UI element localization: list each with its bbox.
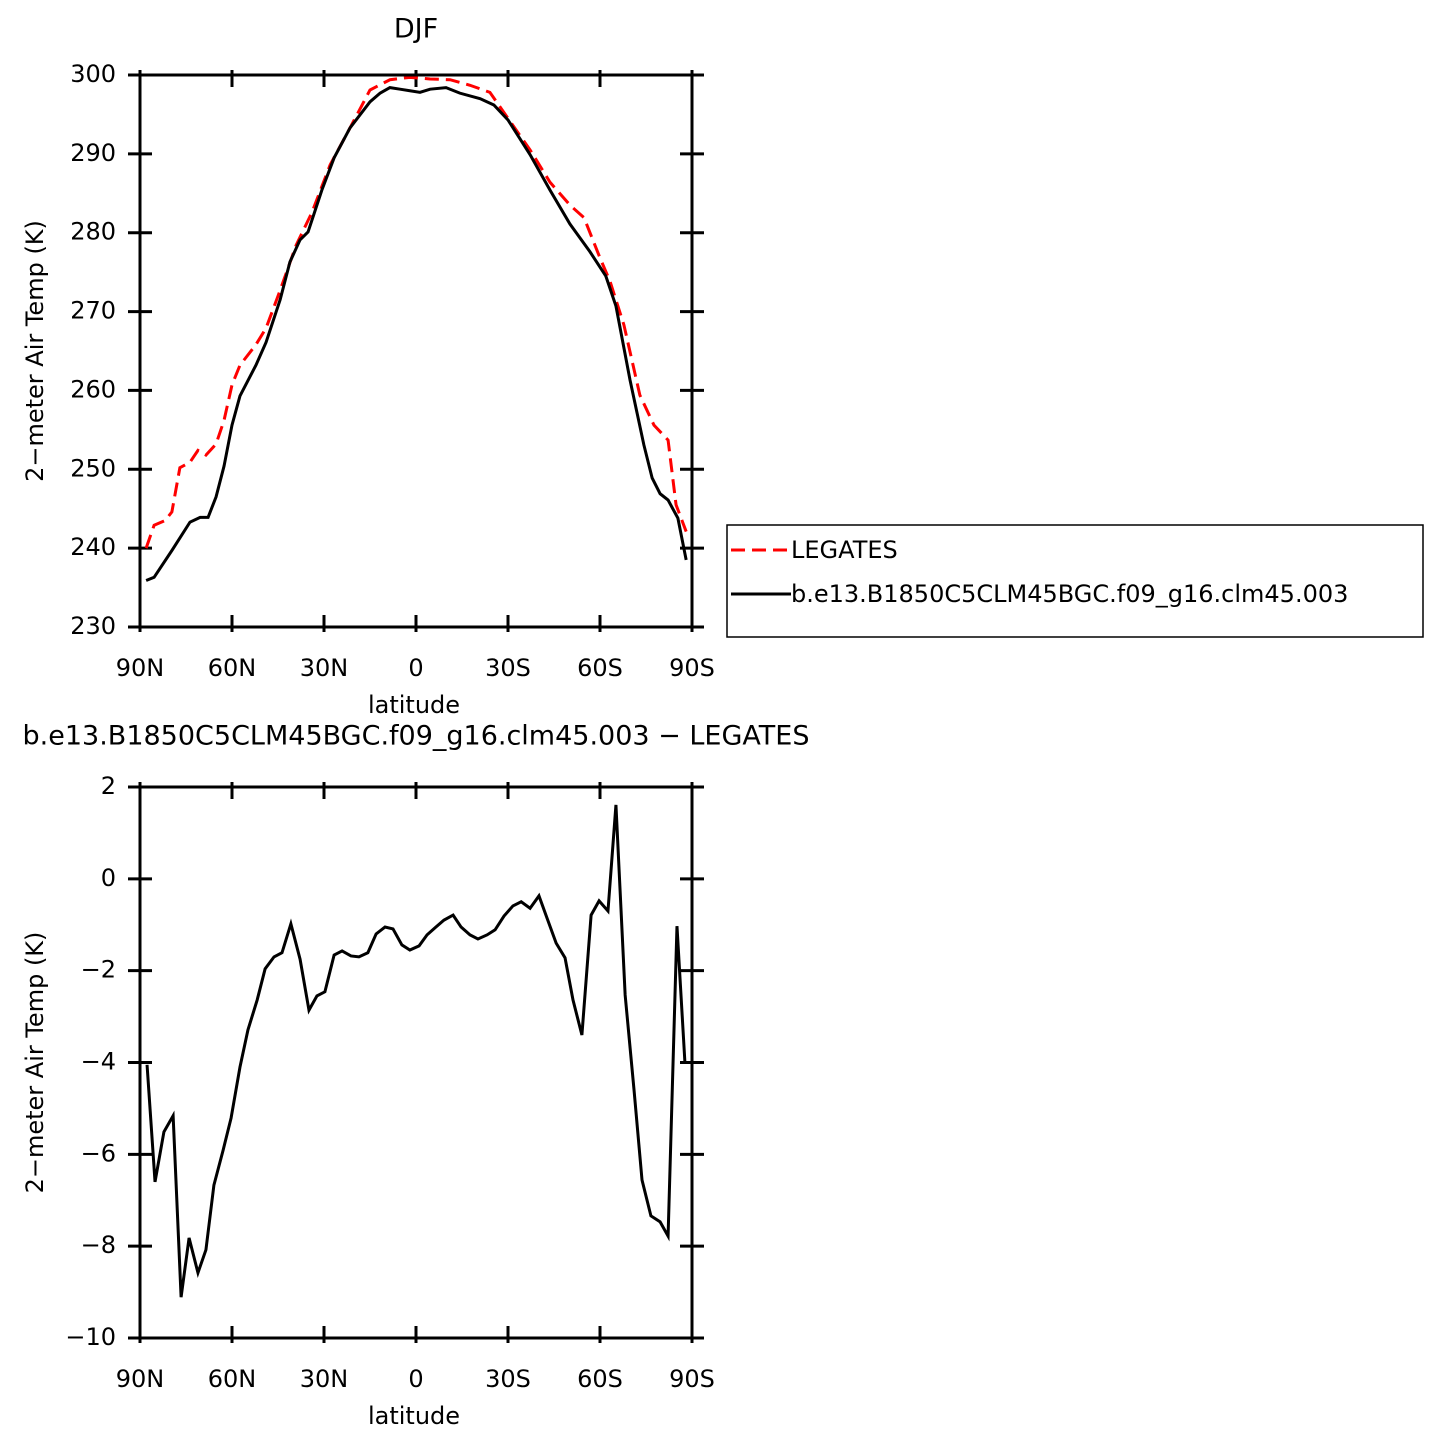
- y-tick-label: 2: [101, 772, 116, 800]
- y-tick-label: 270: [70, 297, 116, 325]
- data-line: [145, 86, 688, 582]
- x-tick-label: 30N: [300, 1365, 349, 1393]
- data-line: [144, 75, 688, 549]
- x-tick-label: 30N: [300, 654, 349, 682]
- legend-label: LEGATES: [791, 536, 898, 564]
- y-tick-label: 0: [101, 864, 116, 892]
- y-tick-label: 290: [70, 139, 116, 167]
- x-tick-label: 60N: [208, 654, 257, 682]
- x-tick-label: 0: [408, 1365, 423, 1393]
- plot-frame: [138, 785, 694, 1340]
- x-tick-label: 90N: [116, 1365, 165, 1393]
- y-tick-label: 260: [70, 375, 116, 403]
- y-tick-label: 300: [70, 60, 116, 88]
- y-tick-label: −8: [81, 1231, 116, 1259]
- y-tick-label: −2: [81, 956, 116, 984]
- x-tick-label: 60S: [577, 654, 623, 682]
- legend-label: b.e13.B1850C5CLM45BGC.f09_g16.clm45.003: [791, 580, 1348, 608]
- x-tick-label: 90S: [669, 1365, 715, 1393]
- y-axis-label: 2−meter Air Temp (K): [21, 220, 49, 482]
- x-tick-label: 90N: [116, 654, 165, 682]
- x-tick-label: 60N: [208, 1365, 257, 1393]
- y-tick-label: −10: [65, 1323, 116, 1351]
- y-tick-label: −4: [81, 1048, 116, 1076]
- x-tick-label: 30S: [485, 1365, 531, 1393]
- x-tick-label: 60S: [577, 1365, 623, 1393]
- y-tick-label: 280: [70, 218, 116, 246]
- x-axis-label: latitude: [368, 691, 460, 719]
- y-tick-label: 230: [70, 612, 116, 640]
- y-tick-label: 240: [70, 533, 116, 561]
- x-axis-label: latitude: [368, 1402, 460, 1430]
- chart-title: DJF: [394, 14, 438, 45]
- y-tick-label: −6: [81, 1139, 116, 1167]
- x-tick-label: 30S: [485, 654, 531, 682]
- x-tick-label: 90S: [669, 654, 715, 682]
- plot-frame: [138, 73, 694, 629]
- y-axis-label: 2−meter Air Temp (K): [21, 932, 49, 1194]
- chart-title: b.e13.B1850C5CLM45BGC.f09_g16.clm45.003 …: [23, 721, 810, 752]
- x-tick-label: 0: [408, 654, 423, 682]
- data-line: [145, 804, 687, 1298]
- y-tick-label: 250: [70, 454, 116, 482]
- legend-box: [726, 524, 1424, 638]
